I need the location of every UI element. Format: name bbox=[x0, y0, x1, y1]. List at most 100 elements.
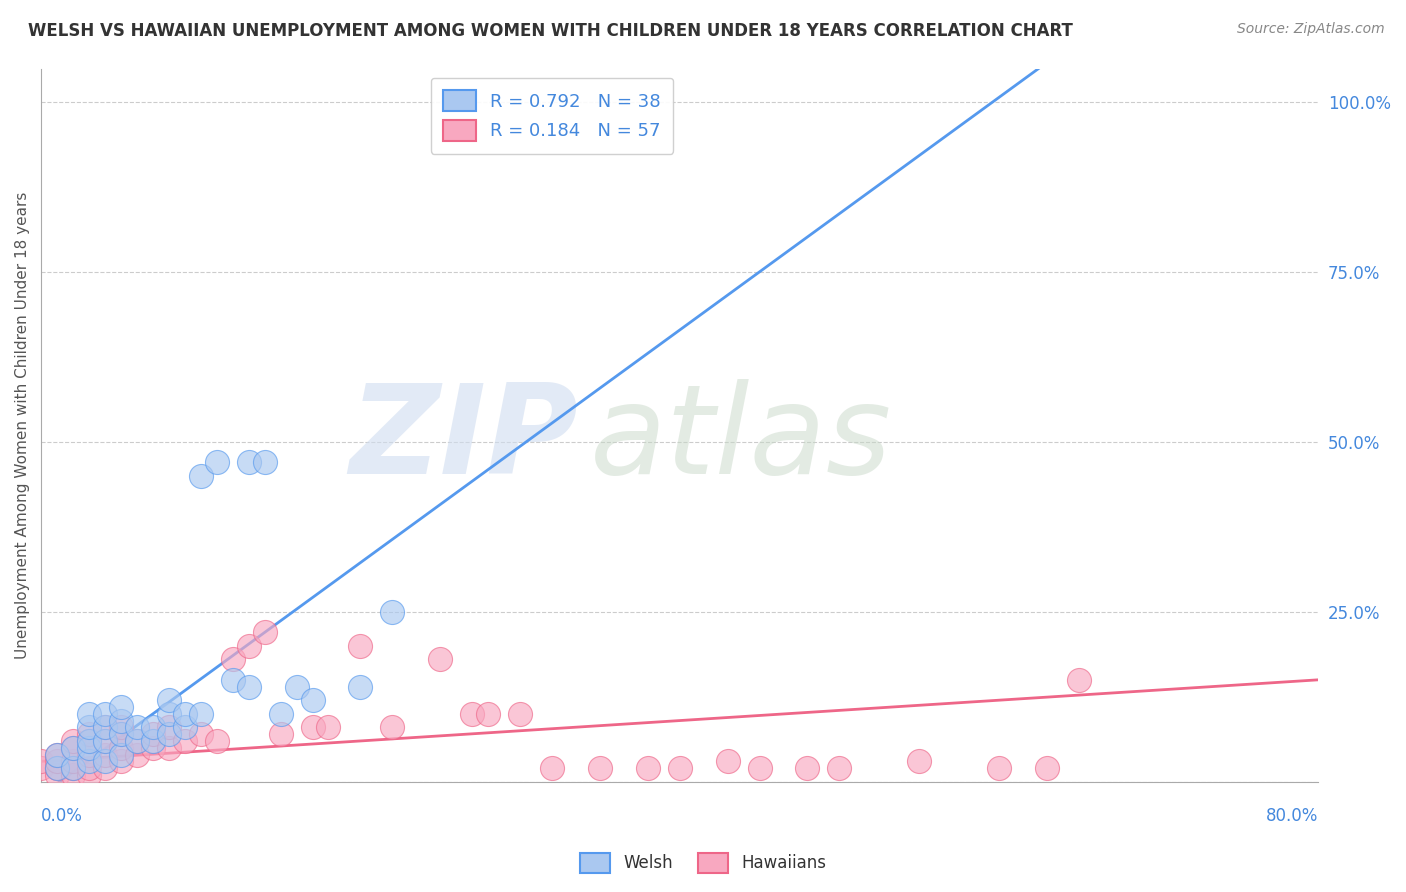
Point bbox=[381, 605, 404, 619]
Point bbox=[94, 706, 117, 721]
Point bbox=[46, 755, 69, 769]
Point bbox=[477, 706, 499, 721]
Point bbox=[110, 727, 132, 741]
Point bbox=[238, 455, 260, 469]
Legend: Welsh, Hawaiians: Welsh, Hawaiians bbox=[574, 847, 832, 880]
Y-axis label: Unemployment Among Women with Children Under 18 years: Unemployment Among Women with Children U… bbox=[15, 192, 30, 659]
Point bbox=[142, 740, 165, 755]
Point bbox=[62, 768, 84, 782]
Point bbox=[110, 747, 132, 762]
Point bbox=[349, 680, 371, 694]
Point bbox=[205, 734, 228, 748]
Point bbox=[381, 720, 404, 734]
Point bbox=[77, 720, 100, 734]
Point bbox=[221, 673, 243, 687]
Point bbox=[62, 761, 84, 775]
Text: 80.0%: 80.0% bbox=[1265, 807, 1319, 825]
Text: 0.0%: 0.0% bbox=[41, 807, 83, 825]
Point bbox=[157, 693, 180, 707]
Point bbox=[796, 761, 818, 775]
Point bbox=[668, 761, 690, 775]
Point bbox=[110, 755, 132, 769]
Point bbox=[173, 720, 195, 734]
Legend: R = 0.792   N = 38, R = 0.184   N = 57: R = 0.792 N = 38, R = 0.184 N = 57 bbox=[430, 78, 673, 153]
Point bbox=[205, 455, 228, 469]
Point bbox=[30, 755, 52, 769]
Point bbox=[94, 755, 117, 769]
Point bbox=[637, 761, 659, 775]
Point bbox=[716, 755, 738, 769]
Point bbox=[46, 747, 69, 762]
Point bbox=[77, 706, 100, 721]
Point bbox=[1036, 761, 1059, 775]
Point bbox=[46, 761, 69, 775]
Point bbox=[110, 727, 132, 741]
Point bbox=[253, 455, 276, 469]
Point bbox=[62, 755, 84, 769]
Text: Source: ZipAtlas.com: Source: ZipAtlas.com bbox=[1237, 22, 1385, 37]
Point bbox=[253, 625, 276, 640]
Point bbox=[77, 747, 100, 762]
Point bbox=[125, 734, 148, 748]
Point bbox=[509, 706, 531, 721]
Point bbox=[221, 652, 243, 666]
Point bbox=[30, 761, 52, 775]
Point bbox=[62, 740, 84, 755]
Point bbox=[125, 734, 148, 748]
Point bbox=[301, 693, 323, 707]
Point bbox=[94, 720, 117, 734]
Point bbox=[157, 740, 180, 755]
Text: ZIP: ZIP bbox=[349, 379, 578, 500]
Point bbox=[94, 734, 117, 748]
Point bbox=[46, 768, 69, 782]
Point bbox=[270, 727, 292, 741]
Point bbox=[190, 727, 212, 741]
Point bbox=[125, 720, 148, 734]
Point bbox=[541, 761, 564, 775]
Point bbox=[285, 680, 308, 694]
Point bbox=[828, 761, 851, 775]
Point bbox=[94, 747, 117, 762]
Point bbox=[62, 734, 84, 748]
Point bbox=[110, 720, 132, 734]
Point bbox=[270, 706, 292, 721]
Point bbox=[77, 727, 100, 741]
Point bbox=[110, 714, 132, 728]
Point bbox=[94, 761, 117, 775]
Point bbox=[77, 768, 100, 782]
Point bbox=[157, 727, 180, 741]
Point bbox=[349, 639, 371, 653]
Text: atlas: atlas bbox=[591, 379, 893, 500]
Point bbox=[1067, 673, 1090, 687]
Point bbox=[238, 680, 260, 694]
Point bbox=[46, 761, 69, 775]
Point bbox=[110, 740, 132, 755]
Point bbox=[77, 755, 100, 769]
Point bbox=[94, 734, 117, 748]
Point bbox=[77, 740, 100, 755]
Point bbox=[429, 652, 451, 666]
Point bbox=[908, 755, 931, 769]
Point bbox=[77, 734, 100, 748]
Point bbox=[142, 727, 165, 741]
Point bbox=[125, 747, 148, 762]
Text: WELSH VS HAWAIIAN UNEMPLOYMENT AMONG WOMEN WITH CHILDREN UNDER 18 YEARS CORRELAT: WELSH VS HAWAIIAN UNEMPLOYMENT AMONG WOM… bbox=[28, 22, 1073, 40]
Point bbox=[173, 734, 195, 748]
Point bbox=[190, 706, 212, 721]
Point bbox=[157, 720, 180, 734]
Point bbox=[301, 720, 323, 734]
Point bbox=[62, 740, 84, 755]
Point bbox=[589, 761, 612, 775]
Point bbox=[748, 761, 770, 775]
Point bbox=[110, 700, 132, 714]
Point bbox=[461, 706, 484, 721]
Point bbox=[988, 761, 1011, 775]
Point bbox=[142, 720, 165, 734]
Point bbox=[46, 747, 69, 762]
Point bbox=[77, 734, 100, 748]
Point bbox=[142, 734, 165, 748]
Point bbox=[157, 706, 180, 721]
Point bbox=[62, 761, 84, 775]
Point bbox=[190, 469, 212, 483]
Point bbox=[94, 720, 117, 734]
